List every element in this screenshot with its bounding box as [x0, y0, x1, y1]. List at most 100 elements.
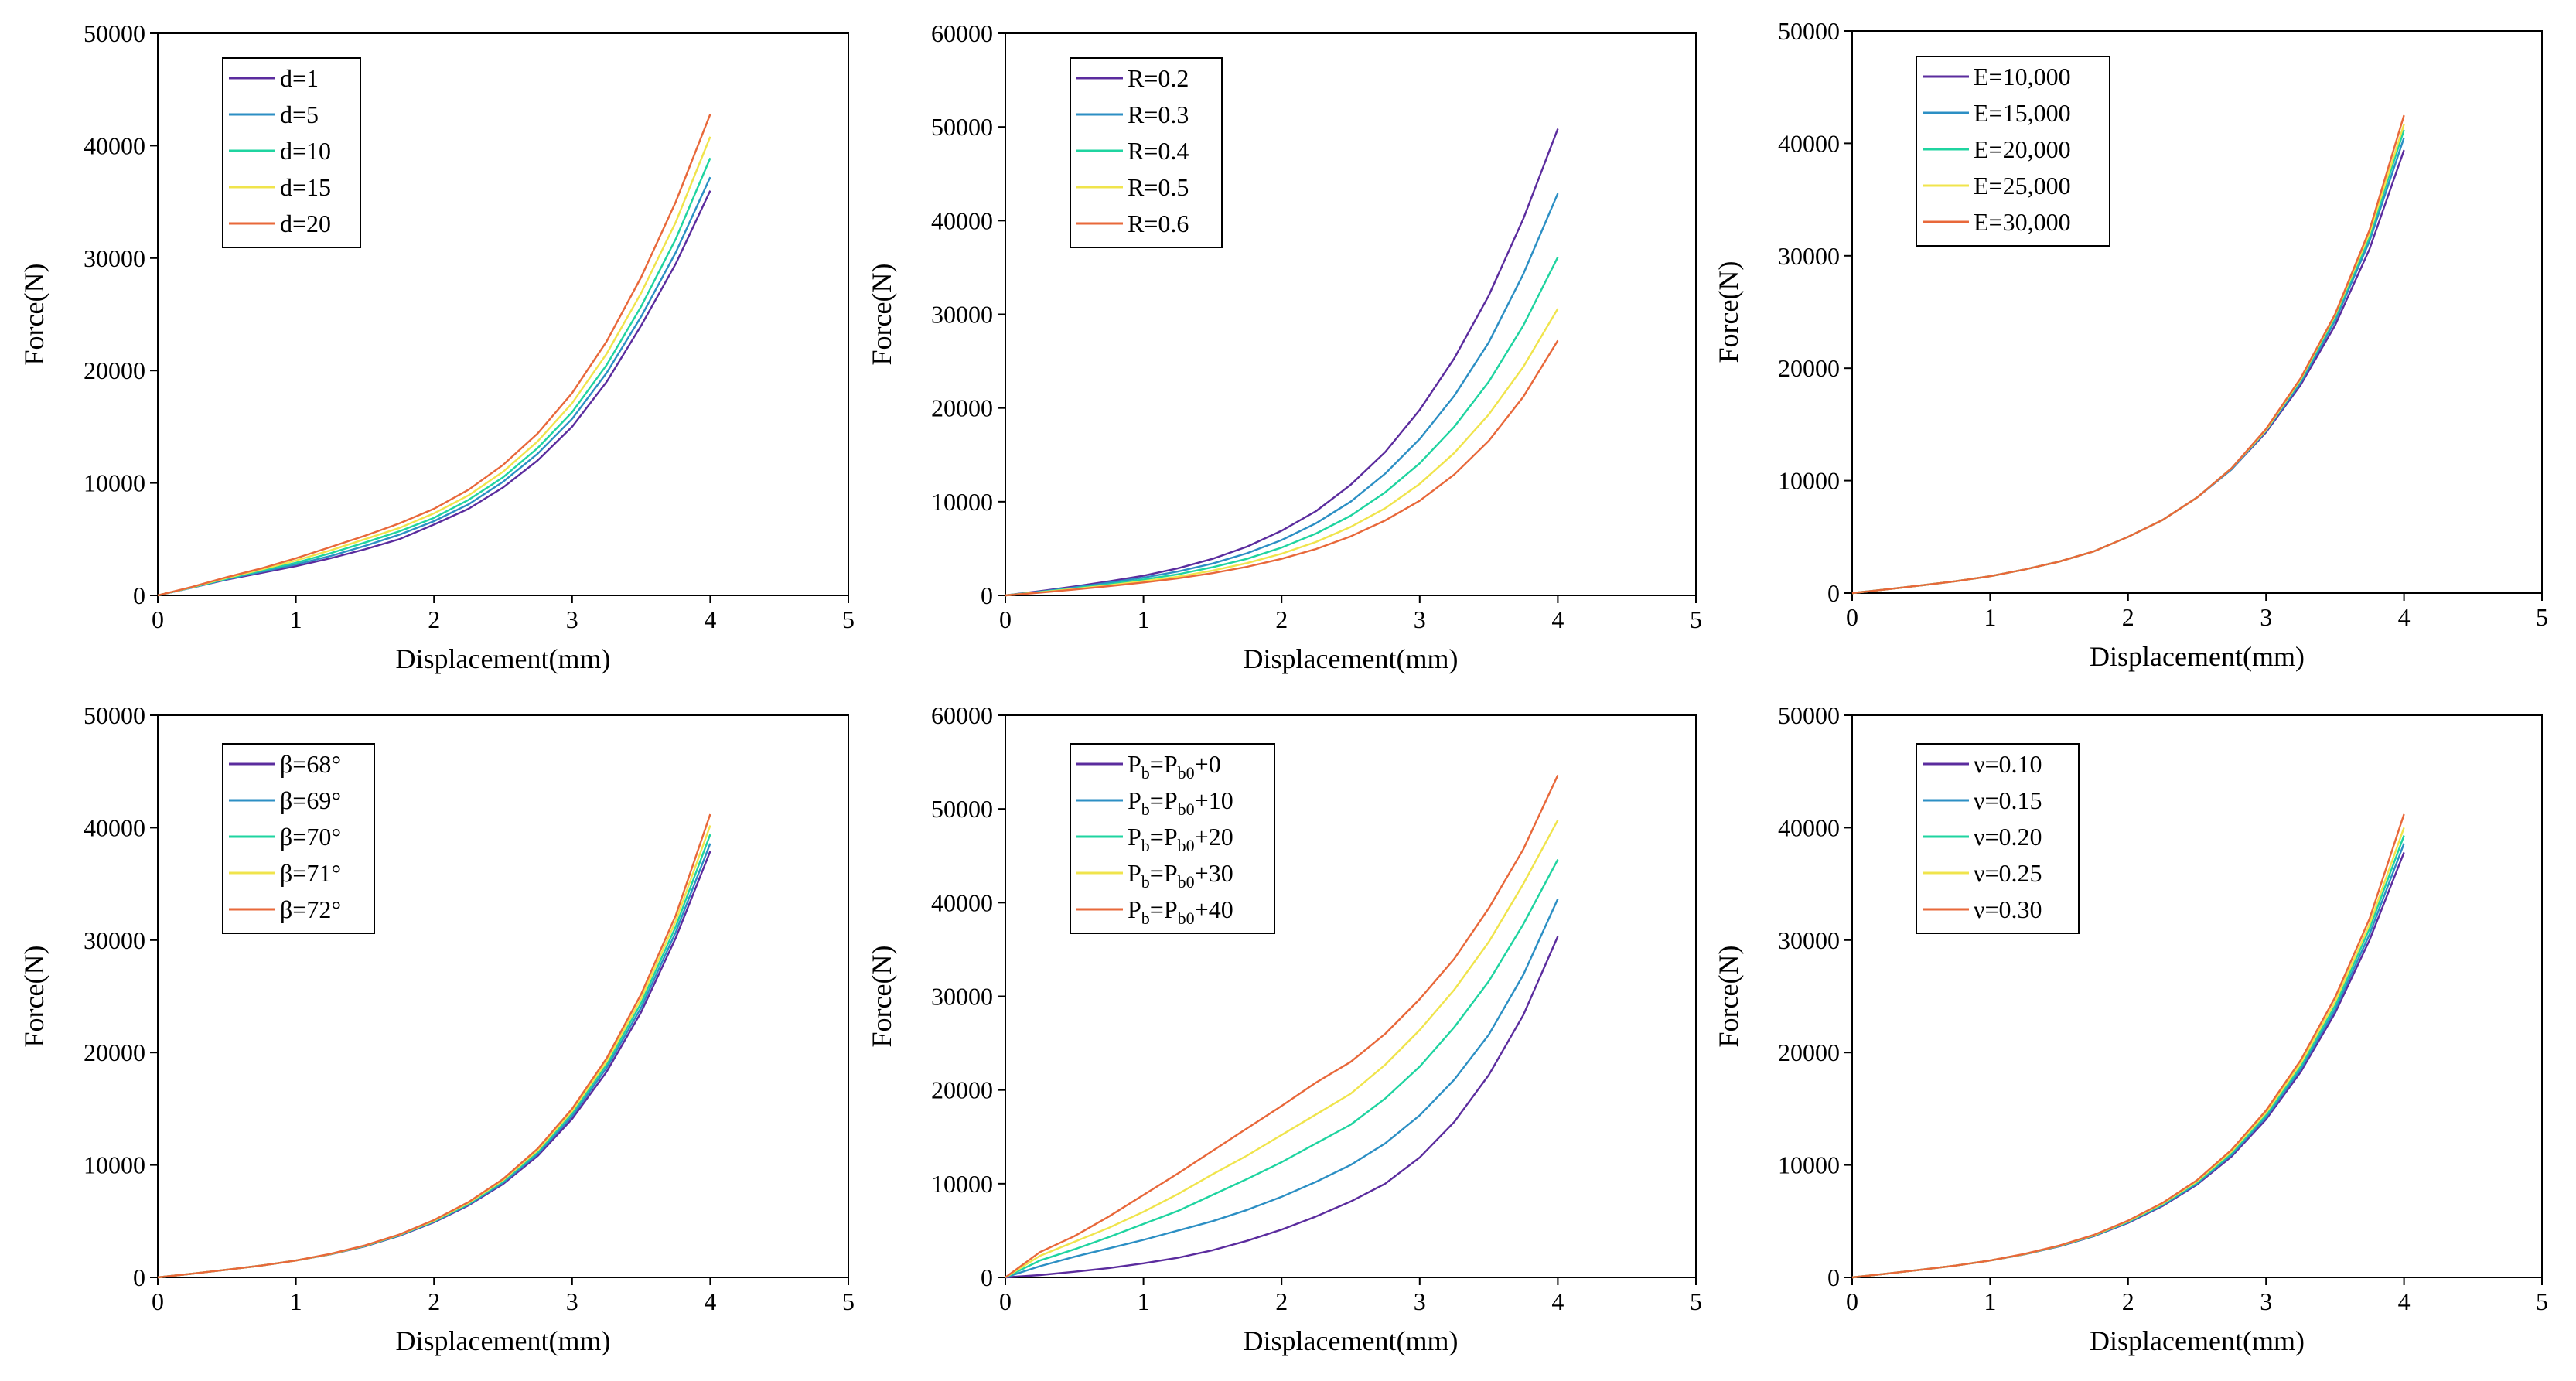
- x-tick-label: 4: [1551, 605, 1564, 633]
- y-tick-label: 30000: [84, 926, 145, 954]
- legend-entry-part: b0: [1178, 909, 1195, 928]
- y-tick-label: 0: [133, 581, 145, 609]
- chart-panel-4: 0 1 2 3 4 5 0 10000 20000 30000 40000 50000 Displace…: [19, 701, 855, 1356]
- x-axis-label: Displacement(mm): [2090, 641, 2305, 672]
- legend-entry: d=20: [280, 210, 331, 237]
- legend-entry: Pb=Pb0+10: [1128, 786, 1233, 819]
- x-tick-label: 4: [704, 1287, 716, 1315]
- plot-frame: [1851, 30, 2543, 594]
- legend-entry: E=30,000: [1974, 208, 2071, 236]
- y-tick-label: 20000: [84, 1038, 145, 1066]
- legend-entry: Pb=Pb0+0: [1128, 750, 1221, 783]
- series-line-5: [157, 114, 711, 597]
- series-line-2: [1005, 899, 1559, 1279]
- legend-entry-part: +30: [1195, 859, 1233, 887]
- legend-entry-part: P: [1128, 750, 1141, 778]
- series-line-1: [1005, 936, 1559, 1279]
- chart-panel-1: 0 1 2 3 4 5 0 10000 20000 30000 40000 50000 Displace…: [19, 19, 855, 674]
- legend-box: [222, 743, 375, 934]
- series-line-3: [1005, 257, 1559, 597]
- x-axis-label: Displacement(mm): [1244, 1325, 1459, 1356]
- x-tick-label: 5: [842, 605, 855, 633]
- series-line-5: [1005, 339, 1559, 597]
- legend-entry-part: P: [1128, 895, 1141, 923]
- legend-entry-part: +0: [1195, 750, 1221, 778]
- legend-entry-part: =P: [1150, 750, 1178, 778]
- x-tick-label: 1: [290, 1287, 302, 1315]
- y-tick-label: 0: [1827, 579, 1840, 607]
- x-tick-label: 0: [1846, 1287, 1858, 1315]
- series-line-5: [157, 813, 711, 1279]
- legend-box: [1916, 743, 2080, 934]
- legend-entry-part: b0: [1178, 872, 1195, 892]
- series-line-3: [1005, 859, 1559, 1279]
- legend-entry-part: +10: [1195, 786, 1233, 814]
- x-tick-label: 2: [2122, 1287, 2134, 1315]
- x-tick-label: 1: [1984, 603, 1996, 631]
- x-tick-label: 4: [704, 605, 716, 633]
- legend-entry: E=25,000: [1974, 172, 2071, 199]
- y-tick-label: 40000: [84, 131, 145, 159]
- y-tick-label: 20000: [1778, 354, 1840, 382]
- legend-entry: E=10,000: [1974, 63, 2071, 90]
- series-line-2: [1005, 193, 1559, 597]
- x-axis-label: Displacement(mm): [2090, 1325, 2305, 1356]
- y-tick-label: 50000: [84, 701, 145, 729]
- series-line-5: [1005, 774, 1559, 1278]
- legend-box: [1070, 743, 1275, 934]
- chart-panel-6: 0 1 2 3 4 5 0 10000 20000 30000 40000 50000 Displace…: [1713, 701, 2548, 1356]
- y-tick-label: 40000: [84, 813, 145, 841]
- series-line-4: [1005, 820, 1559, 1279]
- x-tick-label: 5: [2536, 1287, 2548, 1315]
- legend-entry-part: b: [1141, 763, 1150, 783]
- x-tick-label: 1: [1984, 1287, 1996, 1315]
- y-tick-label: 30000: [1778, 242, 1840, 270]
- legend-box: [1916, 56, 2110, 247]
- legend-entry: E=15,000: [1974, 99, 2071, 127]
- legend-entry: ν=0.30: [1974, 895, 2042, 923]
- plot-frame: [1851, 714, 2543, 1278]
- y-tick-label: 50000: [1778, 701, 1840, 729]
- y-tick-label: 20000: [84, 356, 145, 384]
- legend-entry: Pb=Pb0+20: [1128, 823, 1233, 855]
- legend-entry-part: b: [1141, 872, 1150, 892]
- x-tick-label: 0: [152, 605, 164, 633]
- x-tick-label: 5: [842, 1287, 855, 1315]
- x-tick-label: 3: [1414, 1287, 1426, 1315]
- legend-entry: R=0.2: [1128, 64, 1189, 92]
- y-tick-label: 60000: [931, 19, 993, 47]
- x-tick-label: 4: [2398, 1287, 2411, 1315]
- legend-entry-part: =P: [1150, 823, 1178, 851]
- legend-entry-part: +20: [1195, 823, 1233, 851]
- x-tick-label: 5: [1690, 1287, 1702, 1315]
- legend-entry-part: P: [1128, 823, 1141, 851]
- legend-entry-part: P: [1128, 786, 1141, 814]
- y-axis-label: Force(N): [866, 946, 897, 1048]
- legend-entry: d=5: [280, 101, 319, 128]
- legend-entry: d=10: [280, 137, 331, 165]
- legend-box: [222, 57, 361, 248]
- y-tick-label: 10000: [84, 469, 145, 497]
- legend-entry-part: P: [1128, 859, 1141, 887]
- legend-entry: β=70°: [280, 823, 341, 851]
- x-tick-label: 2: [1275, 605, 1288, 633]
- x-tick-label: 2: [1275, 1287, 1288, 1315]
- legend-entry: E=20,000: [1974, 135, 2071, 163]
- series-line-5: [1851, 114, 2405, 595]
- legend-entry: ν=0.10: [1974, 750, 2042, 778]
- chart-panel-2: 0 1 2 3 4 5 0 10000 20000 30000 40000 50000 60000 Dis…: [866, 19, 1702, 674]
- legend-entry-part: b: [1141, 800, 1150, 819]
- x-tick-label: 1: [1138, 1287, 1150, 1315]
- y-tick-label: 50000: [931, 113, 993, 141]
- x-tick-label: 3: [566, 1287, 578, 1315]
- y-tick-label: 40000: [931, 888, 993, 916]
- x-axis-label: Displacement(mm): [1244, 643, 1459, 674]
- legend-entry: d=15: [280, 173, 331, 201]
- legend-entry: d=1: [280, 64, 319, 92]
- chart-panel-5: 0 1 2 3 4 5 0 10000 20000 30000 40000 50000 60000 Dis…: [866, 701, 1702, 1356]
- y-tick-label: 0: [1827, 1263, 1840, 1291]
- plot-frame: [157, 32, 849, 596]
- legend-entry-part: =P: [1150, 895, 1178, 923]
- y-tick-label: 50000: [931, 795, 993, 823]
